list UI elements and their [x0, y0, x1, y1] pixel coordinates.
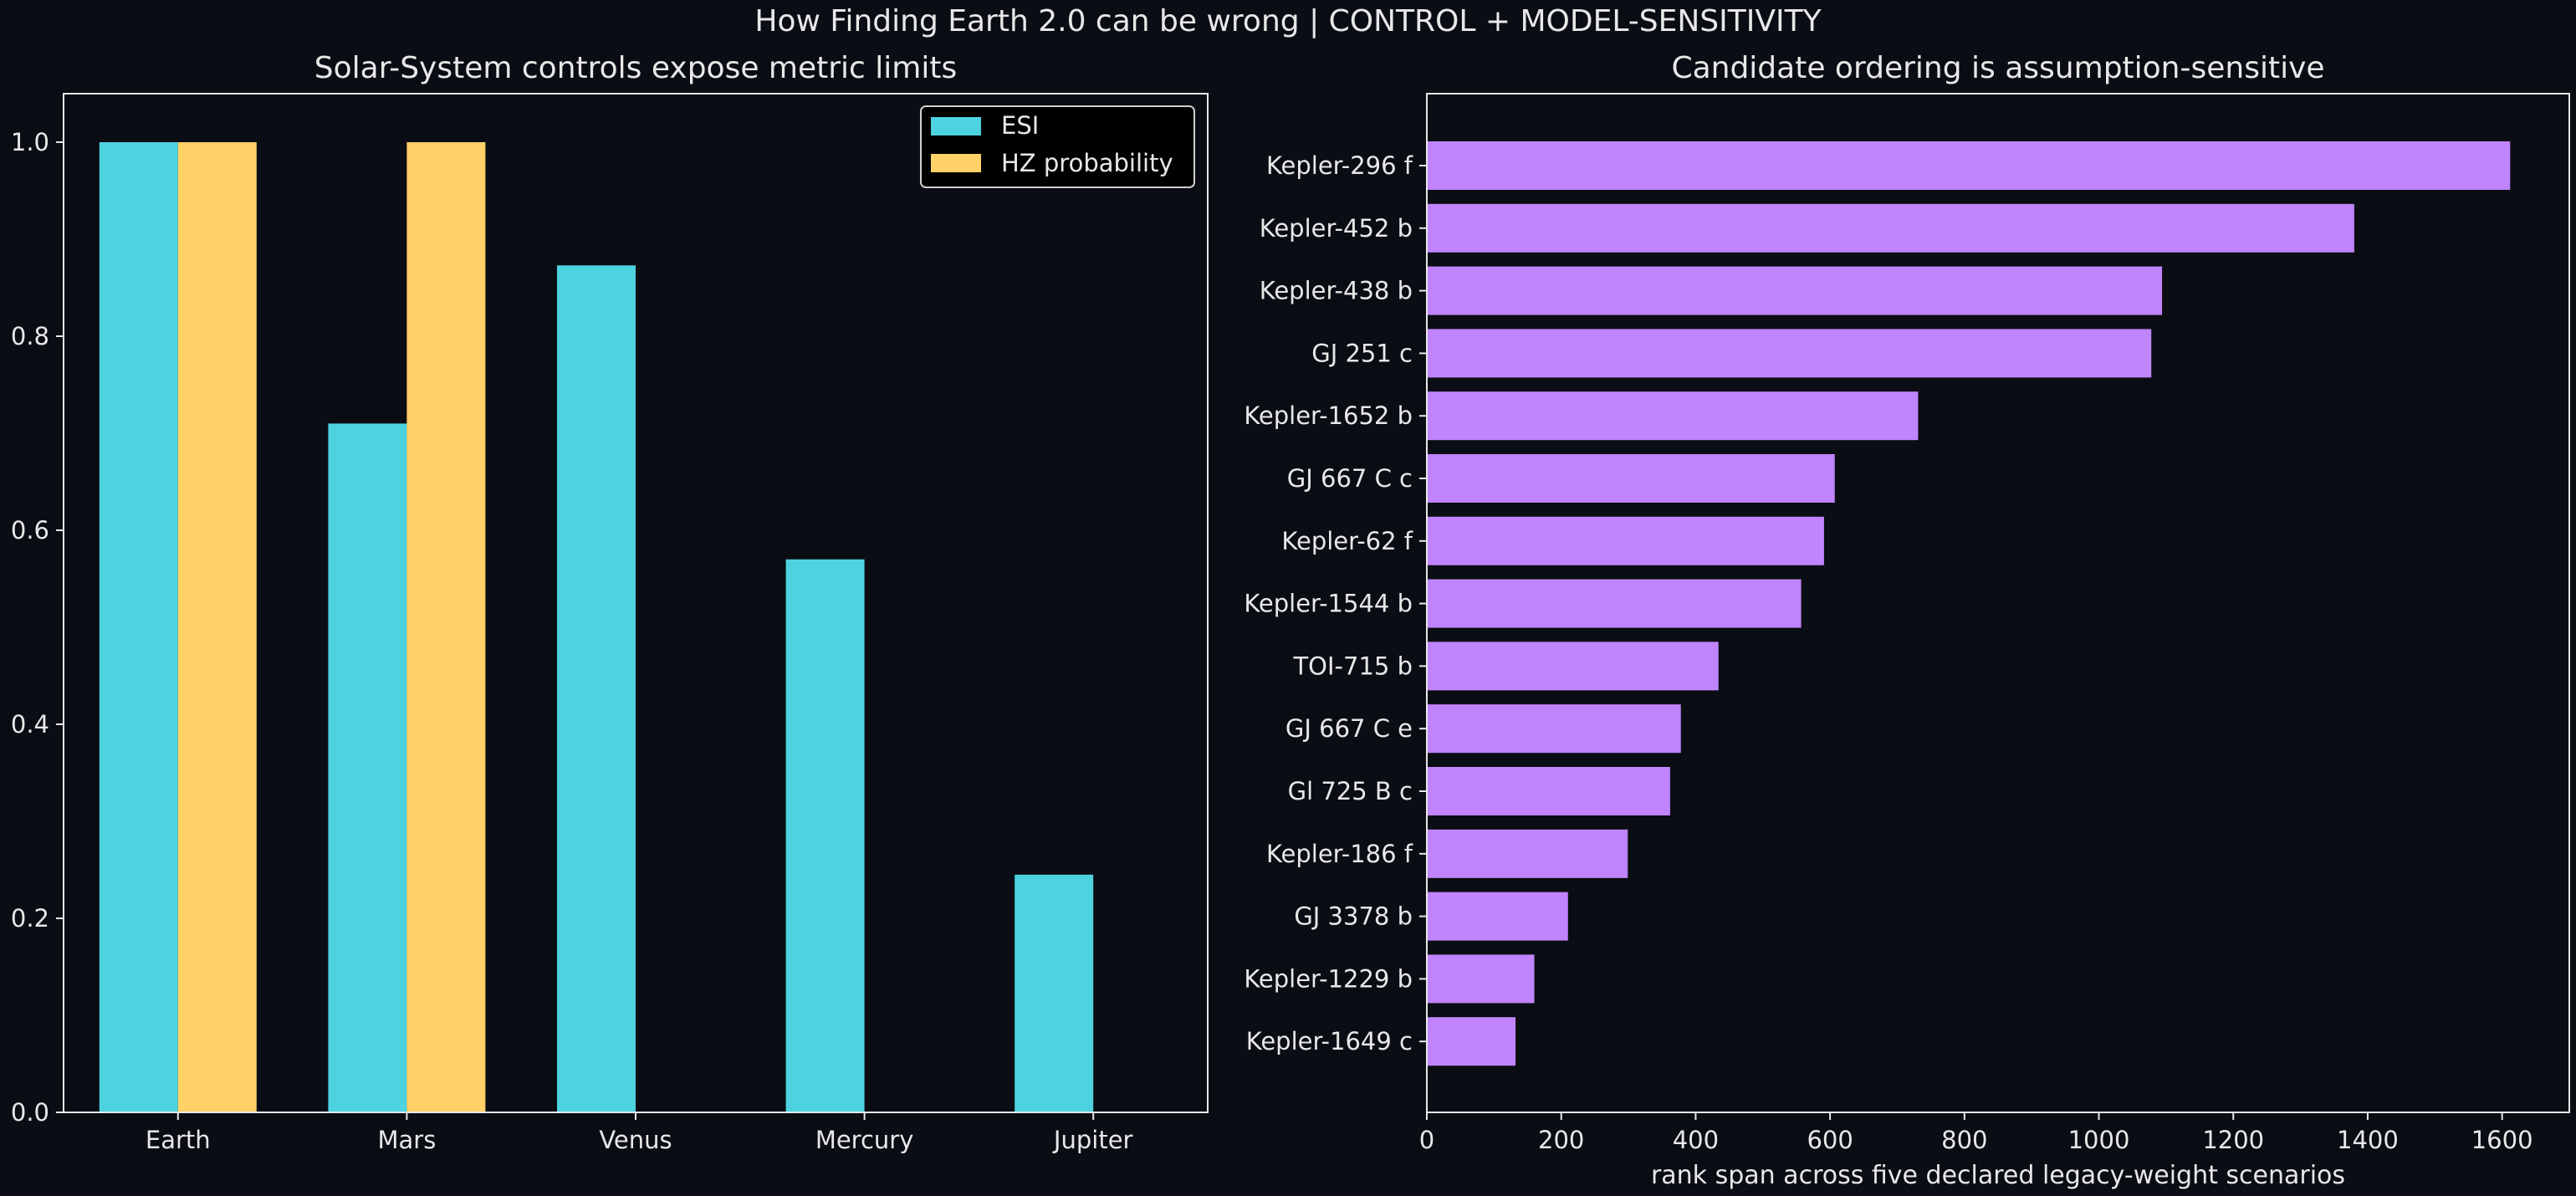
bar-kepler-438-b: [1427, 266, 2163, 315]
y-tick-label-1: 0.2: [11, 904, 49, 933]
chart-right-title: Candidate ordering is assumption-sensiti…: [1671, 51, 2324, 85]
x-tick-label-earth: Earth: [146, 1126, 211, 1154]
chart-left-legend: ESI HZ probability: [920, 105, 1195, 188]
chart-right-xlabel: rank span across five declared legacy-we…: [1651, 1161, 2345, 1190]
bar-esi-earth: [99, 142, 178, 1112]
bar-esi-jupiter: [1015, 874, 1094, 1112]
y-tick-label-5: 1.0: [11, 128, 49, 156]
bar-esi-mercury: [785, 559, 865, 1112]
chart-left-title: Solar-System controls expose metric limi…: [314, 51, 957, 85]
bar-kepler-1649-c: [1427, 1017, 1516, 1066]
x-tick-label-mars: Mars: [377, 1126, 436, 1154]
legend-label-esi: ESI: [1001, 111, 1039, 140]
bar-esi-venus: [557, 265, 636, 1112]
x-tick-label-7: 1400: [2337, 1126, 2399, 1154]
right-y-ticks: Kepler-296 f Kepler-452 b Kepler-438 b GJ 2…: [1244, 151, 1427, 1055]
left-bars: [99, 142, 1094, 1112]
bar-kepler-186-f: [1427, 829, 1628, 878]
left-y-ticks: 0.0 0.2 0.4 0.6 0.8 1.0: [11, 128, 64, 1127]
x-tick-label-0: 0: [1419, 1126, 1434, 1154]
bar-gj-3378-b: [1427, 892, 1568, 941]
right-bars: [1427, 141, 2511, 1066]
x-tick-label-1: 200: [1538, 1126, 1584, 1154]
chart-left-frame: [63, 93, 1209, 1113]
bar-esi-mars: [328, 423, 407, 1112]
bar-kepler-296-f: [1427, 141, 2511, 190]
bar-hz-probability-earth: [177, 142, 257, 1112]
bar-kepler-62-f: [1427, 516, 1824, 565]
bar-gj-251-c: [1427, 329, 2152, 378]
x-tick-label-mercury: Mercury: [815, 1126, 914, 1154]
y-tick-label-gj-251-c: GJ 251 c: [1311, 339, 1413, 367]
left-x-ticks: Earth Mars Venus Mercury Jupiter: [146, 1112, 1133, 1154]
y-tick-label-kepler-1649-c: Kepler-1649 c: [1246, 1027, 1413, 1055]
bar-kepler-1544-b: [1427, 579, 1802, 628]
y-tick-label-kepler-452-b: Kepler-452 b: [1260, 214, 1413, 243]
legend-swatch-esi: [931, 117, 981, 135]
y-tick-label-4: 0.8: [11, 322, 49, 350]
bar-gl-725-b-c: [1427, 767, 1670, 815]
y-tick-label-gj-667-c-c: GJ 667 C c: [1287, 464, 1413, 493]
y-tick-label-3: 0.6: [11, 516, 49, 544]
y-tick-label-0: 0.0: [11, 1098, 49, 1127]
legend-label-hz-probability: HZ probability: [1001, 149, 1173, 177]
y-tick-label-gl-725-b-c: Gl 725 B c: [1288, 777, 1413, 805]
figure-title: How Finding Earth 2.0 can be wrong | CON…: [754, 4, 1822, 38]
bar-toi-715-b: [1427, 641, 1719, 691]
y-tick-label-kepler-1652-b: Kepler-1652 b: [1244, 401, 1413, 430]
x-tick-label-3: 600: [1807, 1126, 1853, 1154]
y-tick-label-kepler-186-f: Kepler-186 f: [1266, 840, 1413, 868]
chart-right: Candidate ordering is assumption-sensiti…: [1244, 51, 2570, 1190]
y-tick-label-gj-667-c-e: GJ 667 C e: [1285, 714, 1413, 743]
x-tick-label-5: 1000: [2068, 1126, 2130, 1154]
y-tick-label-gj-3378-b: GJ 3378 b: [1294, 902, 1413, 931]
bar-kepler-1652-b: [1427, 391, 1919, 441]
x-tick-label-venus: Venus: [599, 1126, 672, 1154]
chart-right-frame: [1426, 93, 2570, 1113]
bar-hz-probability-mars: [406, 142, 486, 1112]
bar-kepler-452-b: [1427, 203, 2354, 253]
y-tick-label-2: 0.4: [11, 710, 49, 739]
chart-left: Solar-System controls expose metric limi…: [11, 51, 1209, 1154]
bar-gj-667-c-c: [1427, 454, 1835, 503]
bar-gj-667-c-e: [1427, 704, 1681, 754]
x-tick-label-8: 1600: [2471, 1126, 2533, 1154]
y-tick-label-kepler-1544-b: Kepler-1544 b: [1244, 590, 1413, 618]
x-tick-label-jupiter: Jupiter: [1052, 1126, 1133, 1154]
bar-kepler-1229-b: [1427, 954, 1535, 1004]
right-x-ticks: 0 200 400 600 800 1000 1200 1400 1600: [1419, 1112, 2533, 1154]
y-tick-label-kepler-296-f: Kepler-296 f: [1266, 151, 1413, 180]
legend-box: [920, 105, 1195, 188]
y-tick-label-kepler-438-b: Kepler-438 b: [1260, 277, 1413, 305]
x-tick-label-6: 1200: [2202, 1126, 2264, 1154]
y-tick-label-toi-715-b: TOI-715 b: [1292, 652, 1413, 680]
x-tick-label-2: 400: [1673, 1126, 1719, 1154]
legend-swatch-hz-probability: [931, 154, 981, 172]
y-tick-label-kepler-62-f: Kepler-62 f: [1281, 527, 1413, 555]
x-tick-label-4: 800: [1941, 1126, 1987, 1154]
y-tick-label-kepler-1229-b: Kepler-1229 b: [1244, 964, 1413, 993]
